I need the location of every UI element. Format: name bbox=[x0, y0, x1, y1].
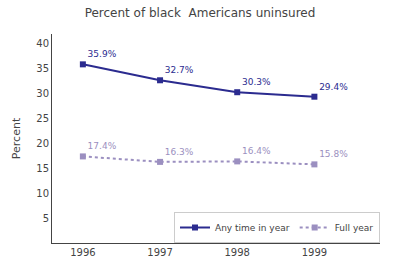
svg-text:35.9%: 35.9% bbox=[88, 49, 117, 59]
svg-text:1997: 1997 bbox=[147, 247, 172, 258]
svg-text:1998: 1998 bbox=[224, 247, 249, 258]
svg-text:Percent of black Americans un: Percent of black Americans uninsured bbox=[85, 6, 316, 20]
svg-text:15.8%: 15.8% bbox=[319, 149, 348, 159]
svg-text:1996: 1996 bbox=[70, 247, 95, 258]
svg-text:20: 20 bbox=[36, 138, 49, 149]
svg-text:32.7%: 32.7% bbox=[165, 65, 194, 75]
svg-text:10: 10 bbox=[36, 188, 49, 199]
svg-text:Percent: Percent bbox=[10, 117, 23, 159]
svg-text:1999: 1999 bbox=[302, 247, 327, 258]
svg-text:40: 40 bbox=[36, 38, 49, 49]
svg-text:25: 25 bbox=[36, 113, 49, 124]
svg-text:Full year: Full year bbox=[335, 223, 374, 233]
svg-text:30.3%: 30.3% bbox=[242, 77, 271, 87]
svg-text:15: 15 bbox=[36, 163, 49, 174]
svg-text:Any time in year: Any time in year bbox=[215, 223, 290, 233]
svg-text:29.4%: 29.4% bbox=[319, 82, 348, 92]
svg-text:16.4%: 16.4% bbox=[242, 146, 271, 156]
svg-text:16.3%: 16.3% bbox=[165, 147, 194, 157]
svg-text:30: 30 bbox=[36, 88, 49, 99]
svg-text:5: 5 bbox=[43, 213, 49, 224]
svg-text:17.4%: 17.4% bbox=[88, 141, 117, 151]
svg-text:35: 35 bbox=[36, 63, 49, 74]
